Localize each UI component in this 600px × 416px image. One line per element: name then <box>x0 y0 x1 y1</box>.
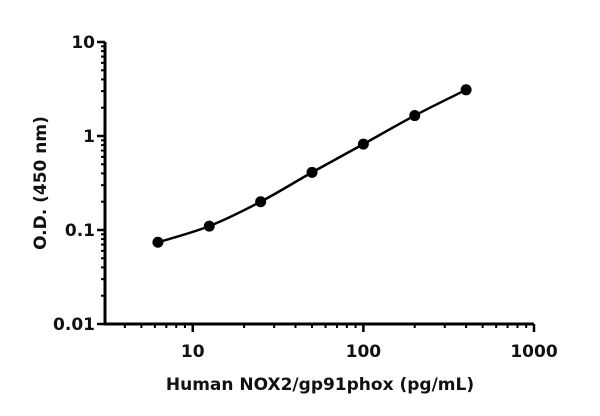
y-axis-title: O.D. (450 nm) <box>31 116 51 250</box>
data-point-marker <box>255 196 267 208</box>
data-point-marker <box>460 84 472 96</box>
data-point-marker <box>203 220 215 232</box>
data-points <box>152 84 472 248</box>
x-tick-label: 1000 <box>510 342 557 362</box>
x-tick-label: 100 <box>346 342 382 362</box>
y-axis: 0.01 0.1 1 10 <box>53 33 107 335</box>
y-tick-label: 0.01 <box>53 315 95 335</box>
y-tick-label: 10 <box>71 33 95 53</box>
y-tick-label: 0.1 <box>65 221 95 241</box>
y-tick-label: 1 <box>83 127 95 147</box>
fitted-curve <box>157 88 467 244</box>
x-axis: 10 100 1000 <box>103 322 558 362</box>
x-tick-label: 10 <box>181 342 205 362</box>
data-point-marker <box>357 138 369 150</box>
data-point-marker <box>409 110 421 122</box>
data-point-marker <box>306 166 318 178</box>
data-point-marker <box>152 236 164 248</box>
x-axis-title: Human NOX2/gp91phox (pg/mL) <box>166 375 474 395</box>
